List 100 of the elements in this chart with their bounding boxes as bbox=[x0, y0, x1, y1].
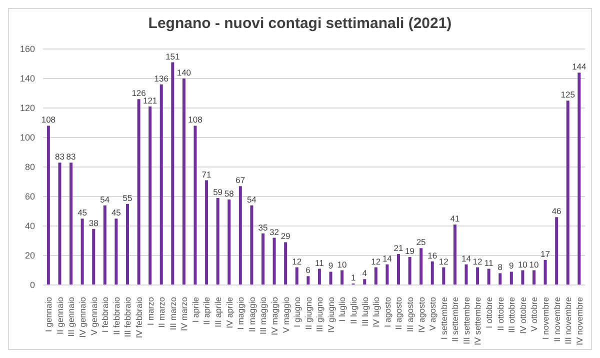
bar bbox=[430, 261, 434, 285]
x-tick-label: IV maggio bbox=[269, 296, 280, 336]
x-tick-label: I gennaio bbox=[44, 296, 54, 332]
y-tick-label: 100 bbox=[20, 132, 35, 143]
bar bbox=[238, 186, 242, 285]
x-tick-label: I aprile bbox=[190, 296, 200, 323]
bar bbox=[318, 268, 321, 285]
data-label: 126 bbox=[132, 88, 146, 98]
x-tick-label: II aprile bbox=[202, 296, 212, 325]
x-tick-label: II agosto bbox=[394, 296, 404, 330]
data-label: 58 bbox=[224, 188, 234, 198]
data-label: 45 bbox=[78, 208, 88, 218]
x-tick-label: III giugno bbox=[314, 296, 325, 332]
bar bbox=[521, 270, 524, 285]
data-label: 136 bbox=[154, 73, 169, 84]
data-label: 108 bbox=[188, 114, 203, 125]
data-label: 9 bbox=[509, 260, 514, 271]
data-label: 38 bbox=[88, 218, 99, 228]
y-tick-label: 20 bbox=[24, 250, 35, 261]
bar bbox=[396, 254, 400, 285]
data-label: 46 bbox=[552, 206, 562, 216]
bar bbox=[487, 268, 490, 285]
bar bbox=[160, 84, 163, 285]
data-label: 140 bbox=[176, 68, 192, 78]
data-label: 35 bbox=[258, 222, 268, 232]
x-tick-label: IV aprile bbox=[224, 296, 234, 328]
x-tick-label: II settembre bbox=[450, 296, 460, 342]
bar bbox=[544, 260, 547, 285]
data-label: 121 bbox=[142, 96, 158, 106]
x-tick-label: IV marzo bbox=[179, 296, 190, 332]
bar bbox=[58, 162, 62, 285]
data-label: 21 bbox=[394, 243, 404, 254]
data-label: 12 bbox=[438, 256, 449, 266]
chart-title: Legnano - nuovi contagi settimanali (2021) bbox=[147, 14, 453, 34]
data-label: 41 bbox=[450, 214, 460, 224]
x-tick-label: V ottobre bbox=[529, 296, 540, 332]
x-tick-label: III marzo bbox=[168, 296, 178, 330]
x-tick-label: I marzo bbox=[145, 296, 156, 326]
data-label: 11 bbox=[315, 258, 324, 268]
bar bbox=[464, 264, 468, 285]
bar bbox=[476, 267, 480, 285]
x-tick-label: III settembre bbox=[461, 296, 472, 344]
data-label: 55 bbox=[122, 192, 132, 203]
bar bbox=[408, 256, 412, 285]
data-label: 10 bbox=[337, 259, 348, 270]
bar bbox=[532, 270, 536, 285]
bar bbox=[272, 238, 276, 285]
y-tick-label: 140 bbox=[20, 74, 35, 84]
x-tick-label: III ottobre bbox=[506, 296, 517, 333]
x-tick-label: II maggio bbox=[246, 296, 257, 332]
x-tick-label: V agosto bbox=[428, 296, 438, 331]
x-tick-label: V maggio bbox=[280, 296, 291, 333]
x-tick-label: II novembre bbox=[552, 296, 562, 342]
x-tick-label: IV giugno bbox=[326, 296, 336, 333]
data-label: 14 bbox=[462, 253, 472, 264]
data-label: 17 bbox=[540, 248, 550, 259]
x-tick-label: II ottobre bbox=[495, 296, 506, 331]
x-tick-label: I ottobre bbox=[484, 296, 494, 328]
x-tick-label: I settembre bbox=[438, 296, 449, 340]
bar bbox=[205, 180, 208, 285]
bar bbox=[148, 106, 152, 285]
bar bbox=[510, 272, 513, 285]
data-label: 12 bbox=[292, 256, 302, 266]
bar bbox=[578, 72, 581, 285]
bar bbox=[420, 248, 423, 285]
x-tick-label: III gennaio bbox=[66, 296, 76, 337]
bar bbox=[114, 218, 118, 285]
data-label: 144 bbox=[572, 62, 587, 72]
data-label: 29 bbox=[280, 231, 291, 242]
bar bbox=[70, 162, 73, 285]
data-label: 4 bbox=[362, 268, 368, 278]
x-tick-label: I giugno bbox=[292, 296, 302, 328]
data-label: 32 bbox=[270, 226, 280, 237]
x-tick-label: IV agosto bbox=[416, 296, 426, 333]
data-label: 59 bbox=[213, 186, 223, 197]
bar bbox=[295, 267, 298, 285]
x-tick-label: I febbraio bbox=[100, 296, 110, 332]
bar bbox=[92, 228, 96, 285]
data-label: 54 bbox=[246, 194, 257, 204]
x-tick-label: V gennaio bbox=[88, 296, 99, 336]
data-label: 12 bbox=[371, 256, 381, 266]
x-tick-label: IV novembre bbox=[574, 296, 584, 346]
y-tick-label: 80 bbox=[24, 162, 35, 172]
x-tick-label: III novembre bbox=[563, 296, 574, 344]
data-label: 14 bbox=[382, 253, 392, 264]
x-tick-label: II giugno bbox=[303, 296, 314, 330]
bar bbox=[80, 218, 84, 285]
y-tick-label: 0 bbox=[30, 280, 35, 290]
bar bbox=[194, 126, 197, 285]
bar bbox=[374, 267, 378, 285]
bar bbox=[363, 279, 366, 285]
x-tick-label: IV gennaio bbox=[78, 296, 88, 338]
bar bbox=[284, 242, 288, 285]
data-label: 54 bbox=[100, 194, 110, 204]
x-tick-label: III aprile bbox=[213, 296, 224, 328]
x-tick-label: III maggio bbox=[258, 296, 268, 334]
x-tick-label: II marzo bbox=[156, 296, 167, 328]
bar bbox=[46, 126, 50, 285]
x-tick-label: I luglio bbox=[337, 296, 348, 322]
data-label: 83 bbox=[55, 152, 65, 162]
